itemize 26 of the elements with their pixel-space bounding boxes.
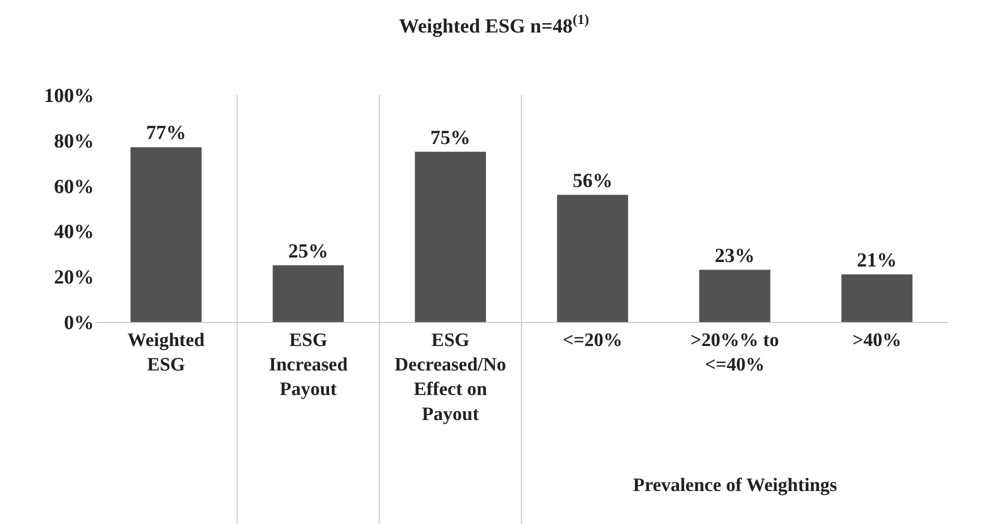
data-label: 23% — [714, 244, 755, 267]
y-tick-label: 80% — [54, 130, 94, 152]
data-label: 75% — [430, 126, 470, 149]
bar — [130, 147, 202, 322]
x-tick-label: >20%% to <=40% — [690, 330, 779, 376]
data-label: 21% — [856, 249, 897, 272]
x-tick-label: <=20% — [562, 330, 622, 351]
bar — [272, 265, 344, 322]
x-tick-label: >40% — [852, 330, 902, 351]
data-label: 25% — [288, 240, 328, 262]
x-tick-label: ESG Decreased/No Effect on Payout — [394, 330, 506, 425]
bar — [557, 194, 628, 322]
x-tick-label: ESG Increased Payout — [268, 330, 348, 400]
y-tick-label: 100% — [44, 85, 94, 107]
bar — [699, 270, 770, 322]
y-tick-label: 60% — [54, 176, 94, 198]
y-tick-label: 40% — [54, 221, 94, 244]
data-label: 77% — [146, 122, 186, 144]
bar — [841, 274, 912, 322]
y-tick-label: 0% — [64, 312, 94, 334]
chart-title: Weighted ESG n=48$^{(1)}$ — [399, 12, 590, 38]
x-tick-label: Weighted ESG — [128, 330, 206, 376]
y-tick-label: 20% — [54, 266, 94, 289]
data-label: 56% — [572, 170, 613, 192]
text: Prevalence of Weightings — [633, 475, 838, 496]
bar — [414, 152, 486, 322]
